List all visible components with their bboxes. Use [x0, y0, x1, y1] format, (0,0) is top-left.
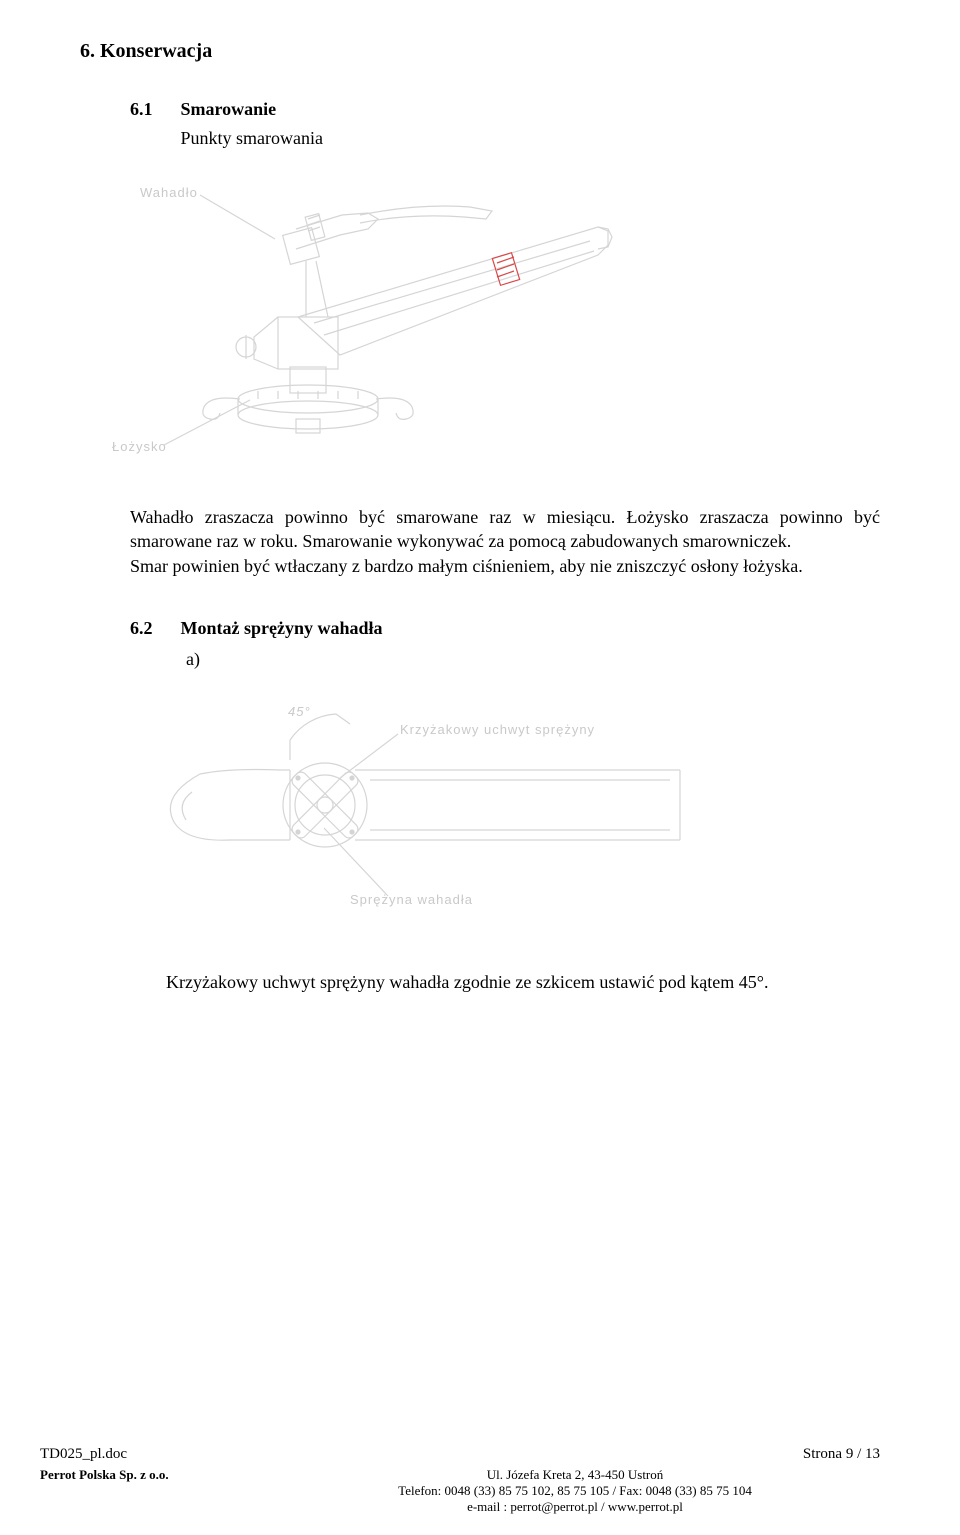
- diagram2-angle: 45°: [288, 704, 311, 719]
- paragraph-1: Wahadło zraszacza powinno być smarowane …: [130, 505, 880, 578]
- diagram1-label-lozysko: Łożysko: [112, 439, 167, 454]
- diagram-spring-holder: 45° Krzyżakowy uchwyt sprężyny Sprężyna …: [140, 700, 700, 930]
- page-footer: TD025_pl.doc Strona 9 / 13 Perrot Polska…: [0, 1446, 960, 1515]
- section-6-1-title: Smarowanie: [181, 99, 323, 120]
- footer-page: Strona 9 / 13: [803, 1446, 880, 1463]
- footer-doc: TD025_pl.doc: [40, 1446, 127, 1463]
- footer-company: Perrot Polska Sp. z o.o.: [40, 1467, 270, 1515]
- diagram-sprinkler: Wahadło Łożysko: [100, 167, 630, 487]
- section-6-2-title: Montaż sprężyny wahadła: [181, 618, 383, 639]
- heading-konserwacja: 6. Konserwacja: [80, 40, 880, 63]
- section-6-1-number: 6.1: [130, 99, 153, 149]
- diagram2-label-bottom: Sprężyna wahadła: [350, 892, 473, 907]
- item-a: a): [186, 649, 880, 670]
- section-6-1-subtitle: Punkty smarowania: [181, 128, 323, 149]
- paragraph-2: Krzyżakowy uchwyt sprężyny wahadła zgodn…: [130, 970, 880, 994]
- diagram2-label-top: Krzyżakowy uchwyt sprężyny: [400, 722, 595, 737]
- section-6-2-number: 6.2: [130, 618, 153, 639]
- diagram1-label-wahadlo: Wahadło: [140, 185, 198, 200]
- diagram1-svg: [100, 167, 630, 487]
- footer-address: Ul. Józefa Kreta 2, 43-450 Ustroń Telefo…: [270, 1467, 880, 1515]
